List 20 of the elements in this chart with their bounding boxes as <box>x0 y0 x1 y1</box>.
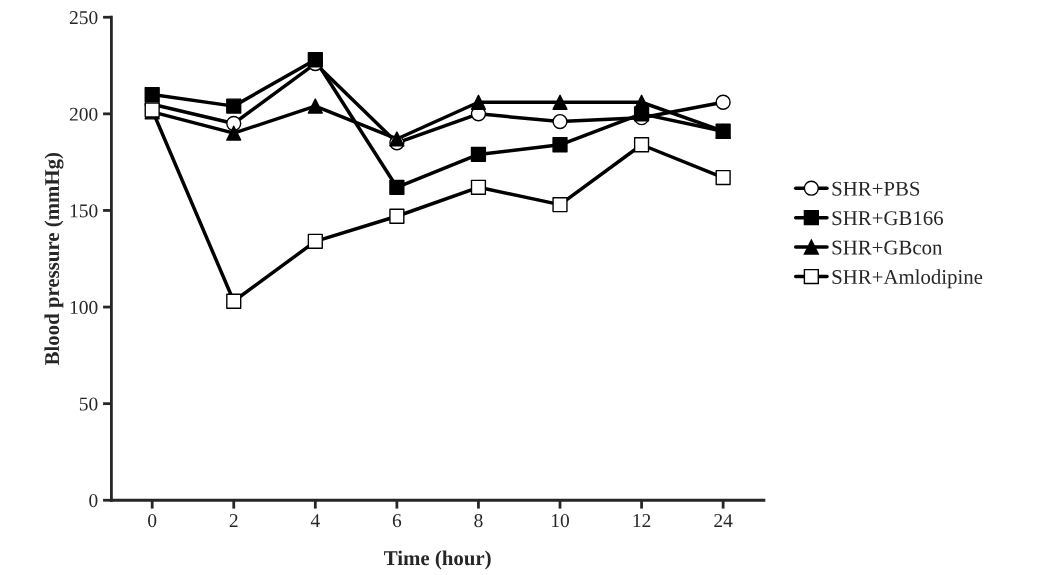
legend-label: SHR+GBcon <box>832 240 943 255</box>
legend-label: SHR+Amlodipine <box>832 269 983 289</box>
legend-label: SHR+PBS <box>832 181 920 196</box>
x-tick-label: 6 <box>392 514 402 528</box>
y-tick-label: 150 <box>70 204 98 218</box>
y-tick-label: 100 <box>70 300 98 314</box>
x-axis-title: Time (hour) <box>384 550 491 570</box>
x-tick-label: 0 <box>148 514 157 528</box>
x-tick-label: 12 <box>633 514 651 527</box>
y-tick-label: 0 <box>89 494 98 508</box>
x-tick-label: 10 <box>552 514 569 528</box>
y-tick-label: 50 <box>79 397 98 411</box>
x-tick-label: 2 <box>229 514 238 527</box>
y-tick-label: 200 <box>69 107 98 121</box>
y-tick-label: 250 <box>69 11 98 25</box>
y-axis-title: Blood pressure (mmHg) <box>44 152 64 366</box>
x-tick-label: 24 <box>714 514 733 527</box>
legend-label: SHR+GB166 <box>832 211 943 226</box>
x-tick-label: 8 <box>474 514 483 528</box>
x-tick-label: 4 <box>310 514 320 527</box>
